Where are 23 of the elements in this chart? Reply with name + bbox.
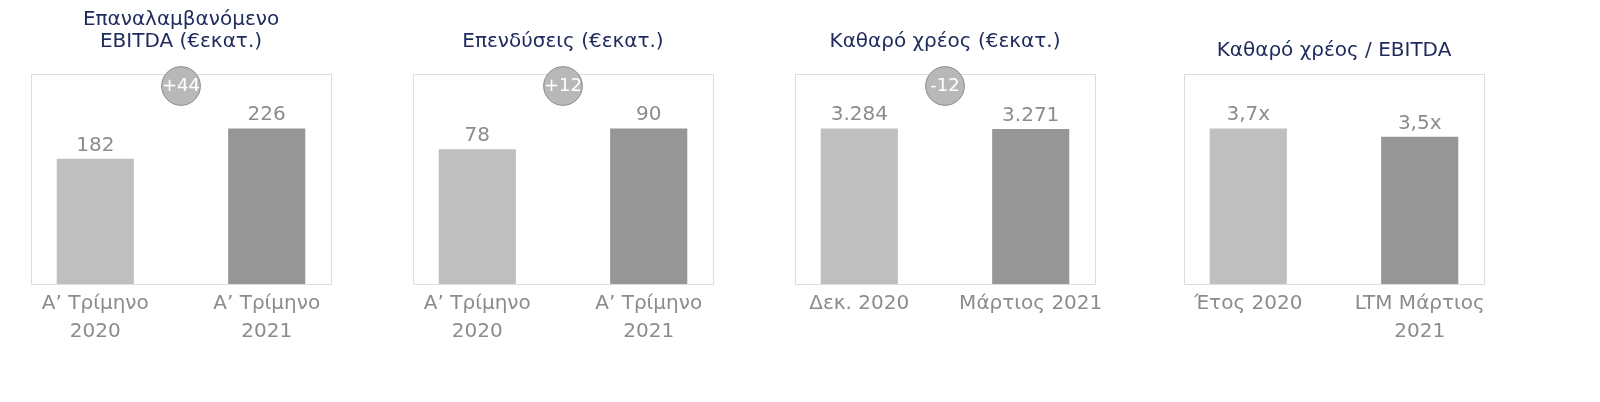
- data-label: 3.271: [1002, 102, 1060, 127]
- x-tick-label: Μάρτιος 2021: [959, 289, 1103, 314]
- chart-title: Επενδύσεις (€εκατ.): [462, 27, 664, 52]
- chart-title: Καθαρό χρέος / EBITDA: [1216, 37, 1452, 61]
- x-tick-label: Α’ Τρίμηνο 2021: [213, 289, 321, 342]
- data-label: 3.284: [830, 101, 888, 126]
- data-label: 182: [76, 131, 115, 156]
- data-label: 3,7x: [1226, 101, 1271, 126]
- x-tick-label: Α’ Τρίμηνο 2020: [41, 289, 149, 342]
- text: +44: [162, 74, 200, 95]
- text: -12: [930, 74, 960, 95]
- x-tick-label: Δεκ. 2020: [809, 289, 910, 314]
- x-tick-label: LTM Μάρτιος 2021: [1354, 289, 1485, 342]
- x-tick-label: Έτος 2020: [1193, 289, 1303, 314]
- chart-title: Επαναλαμβανόμενο EBITDA (€εκατ.): [82, 5, 280, 52]
- data-label: 226: [247, 101, 286, 126]
- x-tick-label: Α’ Τρίμηνο 2020: [423, 289, 531, 342]
- text: +12: [544, 74, 582, 95]
- data-label: 90: [635, 101, 662, 126]
- x-tick-label: Α’ Τρίμηνο 2021: [595, 289, 703, 342]
- data-label: 3,5x: [1397, 109, 1442, 134]
- data-label: 78: [464, 122, 491, 147]
- chart-title: Καθαρό χρέος (€εκατ.): [829, 27, 1061, 52]
